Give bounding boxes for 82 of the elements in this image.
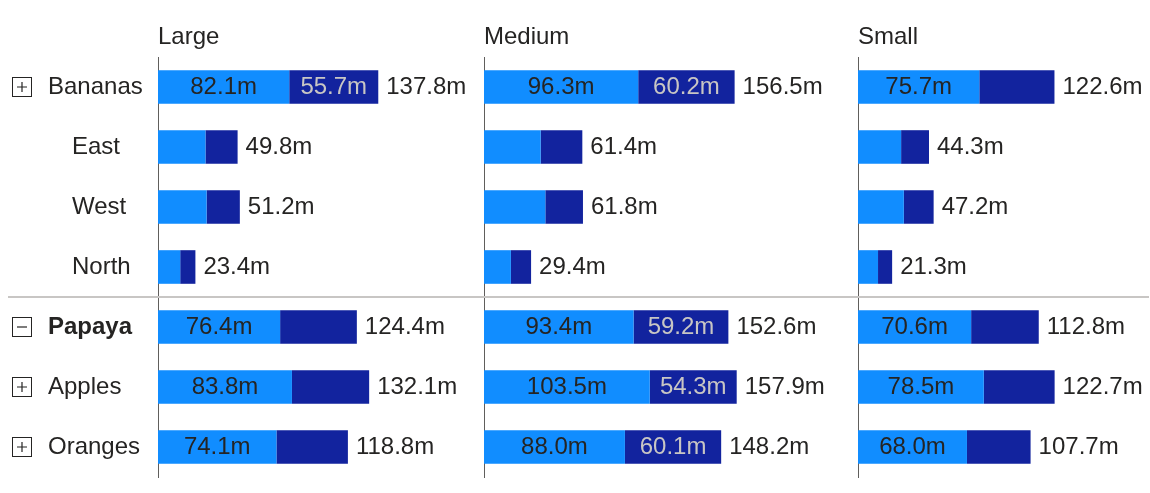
bar (858, 370, 984, 404)
y-tick-label: North (72, 251, 131, 279)
total-label: 137.8m (386, 71, 467, 99)
total-label: 44.3m (936, 131, 1004, 159)
bar (158, 190, 207, 224)
total-label: 157.9m (744, 371, 825, 399)
bar (878, 250, 893, 284)
data-label: 60.2m (653, 71, 720, 99)
bar (158, 310, 281, 344)
total-label: 122.7m (1062, 371, 1143, 399)
bar (484, 310, 634, 344)
data-label: 76.4m (185, 311, 253, 339)
total-label: 112.8m (1046, 311, 1126, 339)
bar (971, 310, 1039, 344)
data-label: 78.5m (887, 371, 955, 399)
data-label: 68.0m (879, 431, 946, 459)
bar (966, 430, 1031, 464)
y-tick-label: Oranges (48, 431, 141, 459)
total-label: 21.3m (900, 251, 967, 279)
bar (858, 250, 879, 284)
data-label: 88.0m (521, 431, 588, 459)
total-label: 148.2m (729, 431, 810, 459)
total-label: 23.4m (203, 251, 271, 279)
data-label: 55.7m (300, 71, 368, 99)
y-tick-label: Papaya (48, 311, 133, 339)
y-tick-label: East (72, 131, 121, 159)
bar (983, 370, 1055, 404)
bar (901, 130, 929, 164)
bar (158, 250, 181, 284)
total-label: 122.6m (1062, 71, 1143, 99)
data-label: 75.7m (885, 71, 952, 99)
total-label: 152.6m (736, 311, 817, 339)
bar (484, 250, 511, 284)
bar (903, 190, 934, 224)
data-label: 70.6m (881, 311, 948, 339)
chart-title: Medium (484, 21, 570, 49)
total-label: 124.4m (364, 311, 445, 339)
y-tick-label: Bananas (48, 71, 143, 99)
bar (858, 190, 904, 224)
data-label: 74.1m (183, 431, 251, 459)
data-label: 59.2m (647, 311, 715, 339)
bar (291, 370, 370, 404)
total-label: 118.8m (355, 431, 435, 459)
bar (484, 130, 541, 164)
bar (540, 130, 583, 164)
bar (858, 70, 980, 104)
bar (180, 250, 196, 284)
total-label: 61.8m (590, 191, 658, 219)
total-label: 156.5m (742, 71, 823, 99)
chart-title: Small (858, 21, 919, 49)
total-label: 107.7m (1038, 431, 1119, 459)
data-label: 83.8m (191, 371, 259, 399)
bar (858, 130, 902, 164)
bar (545, 190, 583, 224)
bar (205, 130, 238, 164)
bar (206, 190, 240, 224)
bar (484, 70, 639, 104)
bar (484, 430, 625, 464)
total-label: 29.4m (539, 251, 606, 279)
data-label: 96.3m (527, 71, 595, 99)
y-tick-label: West (72, 191, 127, 219)
data-label: 103.5m (526, 371, 607, 399)
total-label: 132.1m (377, 371, 458, 399)
total-label: 61.4m (590, 131, 658, 159)
y-tick-label: Apples (48, 371, 122, 399)
total-label: 51.2m (247, 191, 315, 219)
bar (280, 310, 357, 344)
data-label: 60.1m (639, 431, 707, 459)
data-label: 54.3m (659, 371, 727, 399)
bar (158, 70, 290, 104)
data-label: 93.4m (525, 311, 593, 339)
data-label: 82.1m (190, 71, 257, 99)
total-label: 49.8m (245, 131, 313, 159)
bar (979, 70, 1055, 104)
bar (484, 370, 650, 404)
bar (484, 190, 546, 224)
chart-title: Large (158, 21, 220, 49)
total-label: 47.2m (941, 191, 1009, 219)
bar (510, 250, 532, 284)
bar (276, 430, 348, 464)
bar (158, 430, 277, 464)
bar (158, 130, 206, 164)
